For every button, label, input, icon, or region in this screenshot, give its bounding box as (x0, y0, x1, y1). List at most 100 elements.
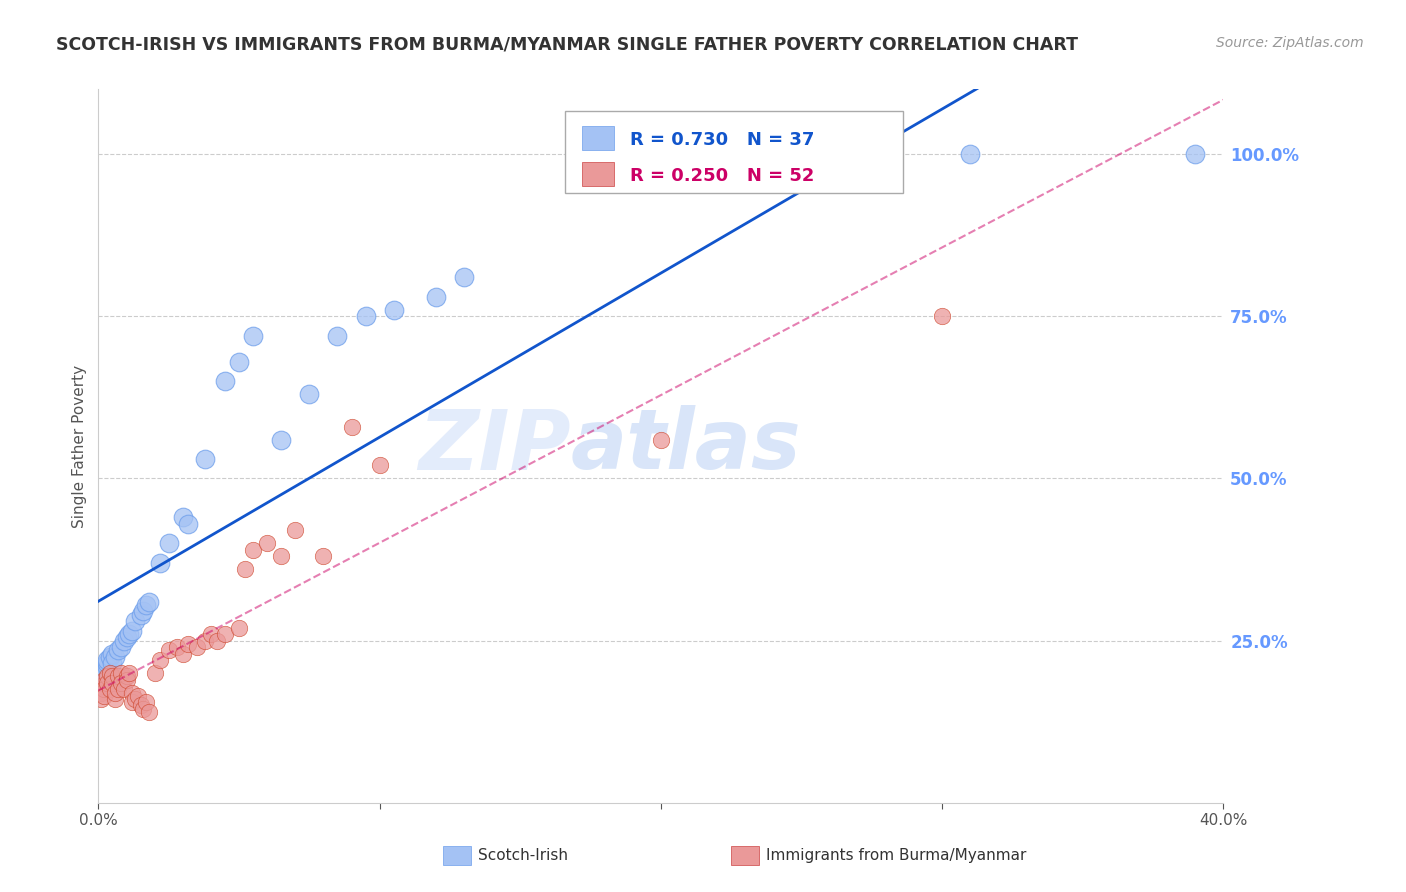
Point (298, 387, 321, 401)
Point (124, 692, 146, 706)
Point (959, 147, 981, 161)
Point (110, 675, 132, 690)
Point (115, 673, 138, 687)
Point (127, 689, 149, 703)
Point (93, 673, 115, 687)
Point (129, 607, 152, 622)
Point (312, 549, 335, 564)
Point (121, 624, 143, 638)
Point (104, 649, 127, 664)
Point (177, 516, 200, 531)
Point (118, 627, 141, 641)
Bar (582, 161, 613, 186)
Point (93, 666, 115, 681)
Text: R = 0.250   N = 52: R = 0.250 N = 52 (630, 167, 815, 185)
Point (340, 419, 363, 434)
Point (90, 679, 112, 693)
Point (186, 640, 208, 654)
Point (256, 536, 278, 550)
Point (135, 695, 157, 709)
Point (382, 302, 405, 317)
Point (143, 666, 166, 681)
Point (107, 669, 129, 683)
Point (425, 290, 447, 304)
Point (96, 675, 118, 690)
Point (138, 595, 160, 609)
Point (93, 689, 115, 703)
Bar (582, 126, 613, 150)
Point (205, 633, 228, 648)
Point (931, 310, 953, 324)
Point (149, 653, 172, 667)
Text: Scotch-Irish: Scotch-Irish (478, 848, 568, 863)
Text: ZIP: ZIP (418, 406, 571, 486)
Text: SCOTCH-IRISH VS IMMIGRANTS FROM BURMA/MYANMAR SINGLE FATHER POVERTY CORRELATION : SCOTCH-IRISH VS IMMIGRANTS FROM BURMA/MY… (56, 36, 1078, 54)
Point (110, 666, 132, 681)
Point (172, 510, 194, 524)
Point (98, 666, 121, 681)
Point (138, 705, 160, 719)
Point (149, 556, 172, 570)
Point (98, 649, 121, 664)
Point (90, 685, 112, 699)
Point (90, 669, 112, 683)
Point (166, 640, 188, 654)
Point (96, 669, 118, 683)
Point (101, 647, 124, 661)
Point (172, 647, 194, 661)
Text: Immigrants from Burma/Myanmar: Immigrants from Burma/Myanmar (766, 848, 1026, 863)
Text: Source: ZipAtlas.com: Source: ZipAtlas.com (1216, 36, 1364, 50)
Point (121, 685, 143, 699)
Point (101, 675, 124, 690)
Point (104, 685, 127, 699)
Point (194, 452, 217, 467)
Point (129, 698, 152, 713)
Point (101, 657, 124, 671)
Point (132, 604, 155, 618)
Point (112, 682, 135, 697)
Point (270, 549, 292, 564)
Point (157, 643, 180, 657)
Point (96, 659, 118, 673)
Point (214, 374, 236, 388)
Point (124, 614, 146, 628)
Point (242, 542, 264, 557)
Point (132, 702, 155, 716)
Point (1184, 147, 1206, 161)
Point (93, 682, 115, 697)
Point (118, 666, 141, 681)
Point (112, 633, 135, 648)
Point (200, 627, 222, 641)
Point (135, 598, 157, 612)
Point (368, 458, 391, 473)
Point (157, 536, 180, 550)
Point (326, 328, 349, 343)
Point (101, 669, 124, 683)
Point (90, 692, 112, 706)
Point (214, 627, 236, 641)
Point (270, 433, 292, 447)
Point (177, 637, 200, 651)
Text: atlas: atlas (571, 406, 801, 486)
Point (228, 354, 250, 368)
Point (242, 328, 264, 343)
Point (233, 562, 256, 576)
Point (110, 640, 132, 654)
Point (107, 643, 129, 657)
Point (228, 621, 250, 635)
Bar (565, 111, 903, 193)
Point (96, 657, 118, 671)
Text: R = 0.730   N = 37: R = 0.730 N = 37 (630, 131, 815, 149)
Point (121, 695, 143, 709)
Y-axis label: Single Father Poverty: Single Father Poverty (72, 365, 87, 527)
Point (354, 310, 377, 324)
Point (107, 682, 129, 697)
Point (650, 433, 672, 447)
Point (284, 524, 307, 538)
Point (98, 682, 121, 697)
Point (115, 669, 138, 683)
Point (96, 653, 118, 667)
Point (194, 633, 217, 648)
Point (115, 631, 138, 645)
Point (453, 270, 475, 285)
